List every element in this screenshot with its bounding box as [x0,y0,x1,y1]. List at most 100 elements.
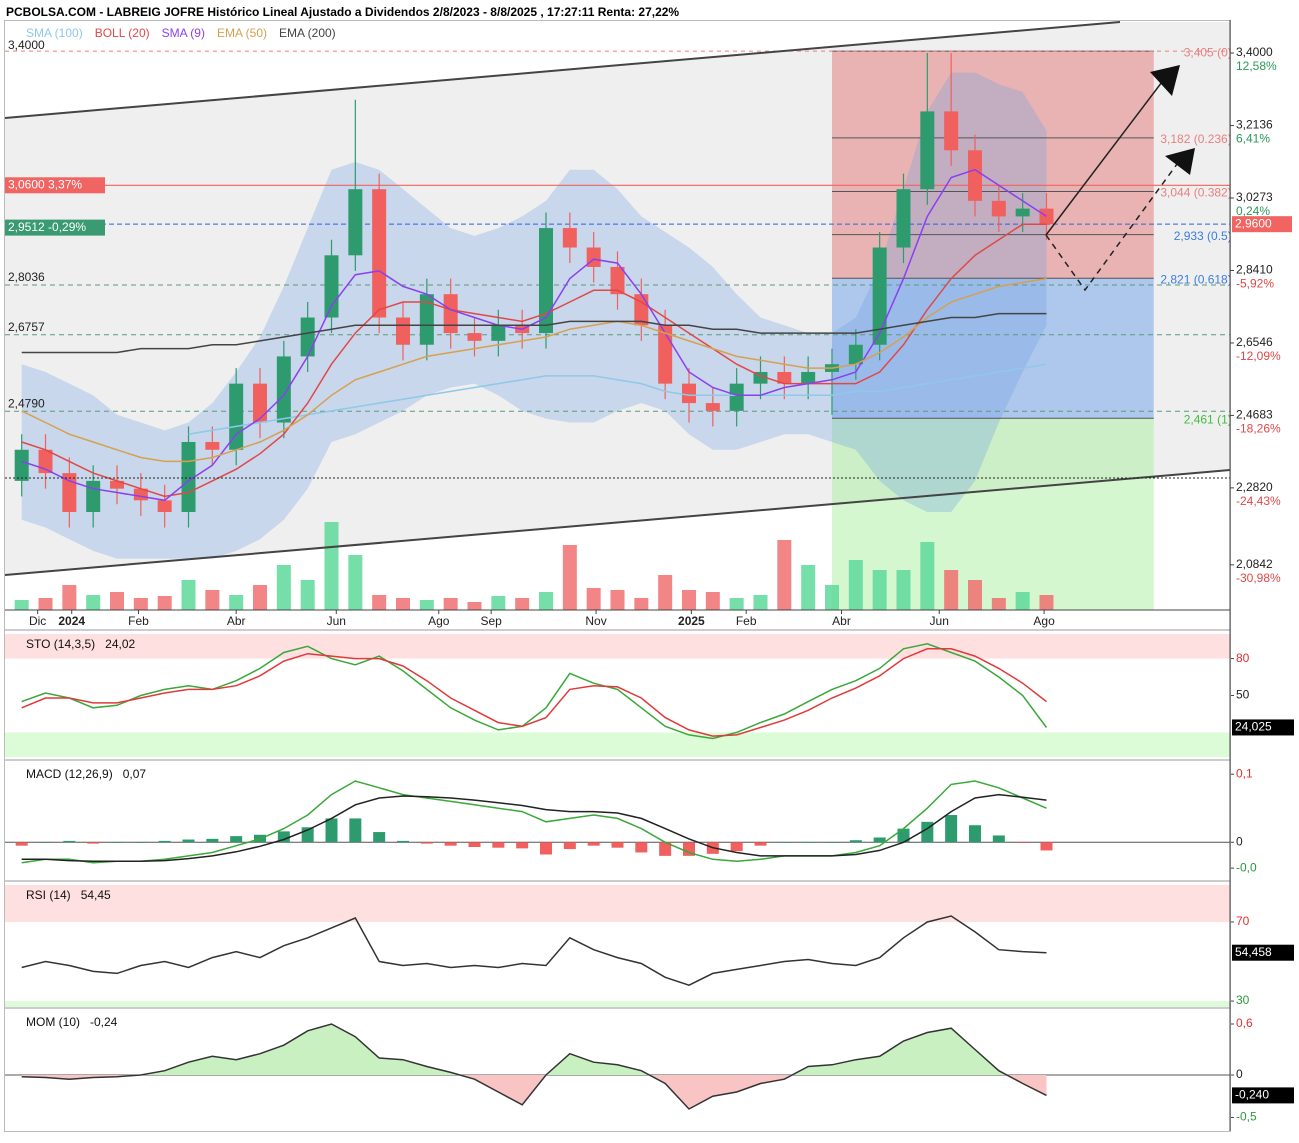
panel-reading: 54,45 [81,888,111,902]
volume-bar [372,595,387,610]
histogram-bar [39,842,52,843]
volume-bar [324,522,339,610]
volume-bar [110,592,125,610]
candle-body [467,333,482,341]
histogram-bar [563,842,576,850]
histogram-bar [754,842,767,846]
x-tick-label: 2024 [58,614,85,628]
volume-bar [229,595,244,610]
oversold-zone [5,1001,1230,1007]
overlay-line [21,223,1047,498]
momentum-area-up [140,1023,1007,1075]
pct-tick-label: -18,26% [1236,422,1281,436]
histogram-bar [420,842,433,844]
fib-label: 3,182 (0.236) [1160,132,1231,146]
candle-body [348,189,363,256]
x-tick-label: Abr [832,614,851,628]
volume-bar [896,570,911,610]
histogram-bar [992,835,1005,843]
panel-title: RSI (14) [26,888,71,902]
pct-tick-label: -12,09% [1236,349,1281,363]
arrow-head [1150,65,1180,96]
bollinger-band [21,72,1047,559]
y-tick-label: 2,4683 [1236,408,1273,422]
histogram-bar [468,842,481,848]
fib-label: 3,044 (0.382) [1160,186,1231,200]
candle-body [539,228,554,334]
volume-bar [753,595,768,610]
price-tag-label: 3,0600 3,37% [8,177,82,191]
candle-body [14,449,29,481]
volume-bar [62,585,77,610]
indicator-line [21,648,1047,737]
histogram-bar [659,842,672,856]
overbought-zone [5,885,1230,922]
x-tick-label: Sep [481,614,503,628]
volume-bar [681,590,696,610]
channel-line [4,21,1121,119]
volume-bar [562,545,577,610]
volume-bar [872,570,887,610]
volume-bar [133,598,148,610]
histogram-bar [87,842,100,844]
fib-label: 3,405 (0) [1184,45,1232,59]
price-tag-label: 2,9600 [1235,216,1272,230]
volume-bar [181,580,196,610]
x-tick-label: Jun [327,614,346,628]
candle-body [372,189,387,318]
panel-title: MACD (12,26,9) [26,767,113,781]
volume-bar [157,596,172,610]
volume-bar [610,590,625,610]
x-tick-label: Dic [29,614,46,628]
indicator-line [21,643,1048,740]
volume-bar [967,580,982,610]
candle-body [205,441,220,450]
legend-entry: BOLL (20) [95,26,150,40]
volume-bar [253,585,268,610]
volume-bar [348,555,363,610]
candle-body [1015,208,1030,217]
candle-body [276,356,291,423]
volume-bar [419,600,434,610]
pct-tick-label: 12,58% [1236,59,1277,73]
histogram-bar [444,842,457,846]
y-tick-label: 2,6546 [1236,335,1273,349]
histogram-bar [873,837,886,843]
candle-body [419,294,434,345]
y-tick-label: -0,5 [1236,1110,1257,1124]
value-tag-box [1232,719,1294,736]
overlay-line [188,363,1047,435]
x-tick-label: Ago [1033,614,1055,628]
candle-body [729,383,744,411]
volume-bar [586,588,601,610]
volume-bar [38,598,53,610]
histogram-bar [635,842,648,853]
y-tick-label: 0 [1236,1067,1243,1081]
value-tag-box [1232,1087,1294,1104]
histogram-bar [802,842,815,843]
chart-title: PCBOLSA.COM - LABREIG JOFRE Histórico Li… [6,5,679,19]
volume-bar [276,565,291,610]
histogram-bar [897,828,910,843]
price-tag-box [1232,216,1292,233]
candle-body [944,111,959,151]
legend-entry: SMA (9) [162,26,205,40]
fib-label: 2,461 (1) [1184,412,1232,426]
value-tag-label: 24,025 [1235,720,1272,734]
x-tick-label: Feb [736,614,757,628]
x-tick-label: Feb [128,614,149,628]
y-tick-label: 50 [1236,688,1250,702]
volume-bar [539,592,554,610]
volume-bar [491,596,506,610]
y-tick-label: 70 [1236,914,1250,928]
panel-title: STO (14,3,5) [26,637,95,651]
volume-bar [205,590,220,610]
value-tag-label: 54,458 [1235,945,1272,959]
histogram-bar [611,842,624,848]
level-label: 2,8036 [8,270,45,284]
volume-bar [705,592,720,610]
oversold-zone [5,732,1230,757]
volume-bar [848,560,863,610]
fib-label: 2,821 (0.618) [1160,272,1231,286]
histogram-bar [778,842,791,843]
